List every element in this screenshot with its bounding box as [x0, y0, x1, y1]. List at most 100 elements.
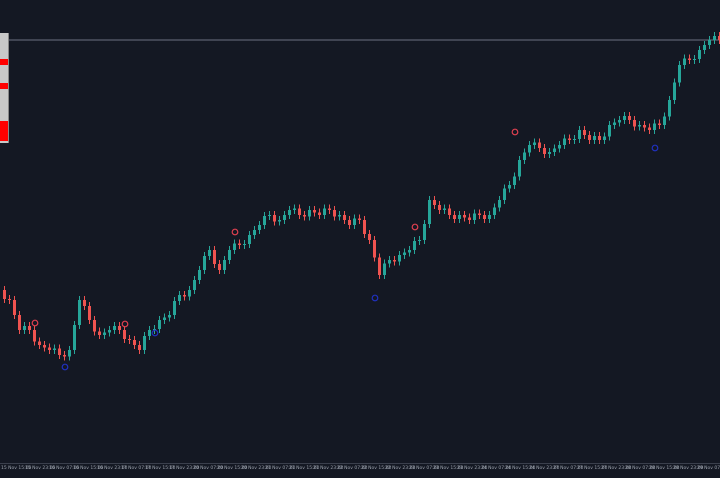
candle-body	[133, 340, 136, 345]
candle-body	[178, 295, 181, 301]
candle-body	[423, 224, 426, 240]
candle-body	[673, 82, 676, 100]
candle-body	[103, 332, 106, 335]
swing-low-marker	[151, 329, 159, 337]
candle-body	[573, 139, 576, 140]
candle-body	[708, 40, 711, 45]
candle-body	[118, 326, 121, 330]
candle-body	[503, 188, 506, 200]
candle-body	[183, 295, 186, 297]
candle-body	[243, 244, 246, 245]
candle-body	[298, 208, 301, 215]
candle-body	[33, 330, 36, 342]
candle-body	[408, 250, 411, 253]
candle-body	[443, 208, 446, 210]
candle-body	[468, 217, 471, 220]
candle-body	[18, 315, 21, 330]
x-tick-label: 27 Nov 15:00	[577, 466, 608, 471]
swing-low-marker	[61, 363, 69, 371]
candle-body	[393, 260, 396, 262]
candle-body	[263, 216, 266, 225]
candle-body	[558, 145, 561, 149]
candle-body	[163, 317, 166, 320]
x-tick-label: 20 Nov 15:00	[217, 466, 248, 471]
candle-body	[238, 243, 241, 245]
candle-body	[93, 320, 96, 332]
candle-body	[538, 142, 541, 148]
candle-body	[448, 208, 451, 215]
candle-body	[693, 59, 696, 60]
candle-body	[58, 348, 61, 355]
candle-body	[318, 212, 321, 215]
candle-body	[313, 210, 316, 213]
candle-body	[338, 215, 341, 217]
candle-body	[378, 257, 381, 275]
candle-body	[453, 215, 456, 219]
panel-red-button[interactable]	[0, 121, 8, 141]
candle-body	[138, 345, 141, 350]
candle-body	[458, 215, 461, 219]
candle-body	[473, 213, 476, 220]
candle-body	[218, 264, 221, 270]
candle-body	[128, 339, 131, 340]
candle-body	[353, 218, 356, 225]
candle-body	[293, 208, 296, 210]
candle-body	[438, 205, 441, 210]
candle-body	[253, 230, 256, 235]
candle-body	[633, 120, 636, 127]
swing-low-marker	[371, 294, 379, 302]
candle-body	[48, 347, 51, 350]
candle-body	[363, 220, 366, 234]
candle-body	[273, 215, 276, 222]
x-tick-label: 21 Nov 07:00	[265, 466, 296, 471]
candle-body	[8, 299, 11, 300]
x-tick-label: 29 Nov 07:00	[697, 466, 720, 471]
candle-body	[403, 252, 406, 255]
candle-body	[523, 152, 526, 160]
panel-red-button[interactable]	[0, 83, 8, 89]
candle-body	[623, 116, 626, 120]
candle-body	[248, 235, 251, 244]
x-tick-label: 17 Nov 15:00	[145, 466, 176, 471]
candle-body	[598, 136, 601, 140]
candle-body	[388, 260, 391, 264]
candle-body	[433, 200, 436, 205]
x-tick-label: 22 Nov 15:00	[361, 466, 392, 471]
candle-body	[698, 50, 701, 59]
candle-body	[463, 215, 466, 218]
candle-body	[98, 331, 101, 335]
x-tick-label: 22 Nov 23:00	[385, 466, 416, 471]
candle-body	[498, 200, 501, 208]
swing-high-marker	[511, 128, 519, 136]
candle-body	[148, 330, 151, 336]
candle-body	[513, 176, 516, 185]
candle-body	[213, 250, 216, 264]
x-tick-label: 15 Nov 15:00	[1, 466, 32, 471]
price-chart[interactable]	[0, 0, 720, 464]
candle-body	[168, 315, 171, 318]
candle-body	[358, 218, 361, 220]
candle-body	[413, 241, 416, 250]
candle-body	[198, 270, 201, 280]
candle-body	[23, 326, 26, 330]
candle-body	[628, 116, 631, 120]
candle-body	[173, 301, 176, 315]
candle-body	[153, 329, 156, 330]
x-tick-label: 15 Nov 23:00	[25, 466, 56, 471]
candle-body	[548, 152, 551, 154]
x-tick-label: 23 Nov 23:00	[457, 466, 488, 471]
candle-body	[88, 306, 91, 320]
swing-low-marker	[651, 144, 659, 152]
candle-body	[658, 123, 661, 125]
x-tick-label: 17 Nov 23:00	[169, 466, 200, 471]
candle-body	[223, 260, 226, 270]
candle-body	[653, 123, 656, 130]
indicator-panel[interactable]	[0, 33, 9, 143]
candle-body	[83, 300, 86, 306]
panel-red-button[interactable]	[0, 59, 8, 65]
candle-body	[233, 243, 236, 250]
candle-body	[643, 125, 646, 128]
candle-body	[368, 234, 371, 240]
candle-body	[53, 348, 56, 350]
swing-high-marker	[231, 228, 239, 236]
